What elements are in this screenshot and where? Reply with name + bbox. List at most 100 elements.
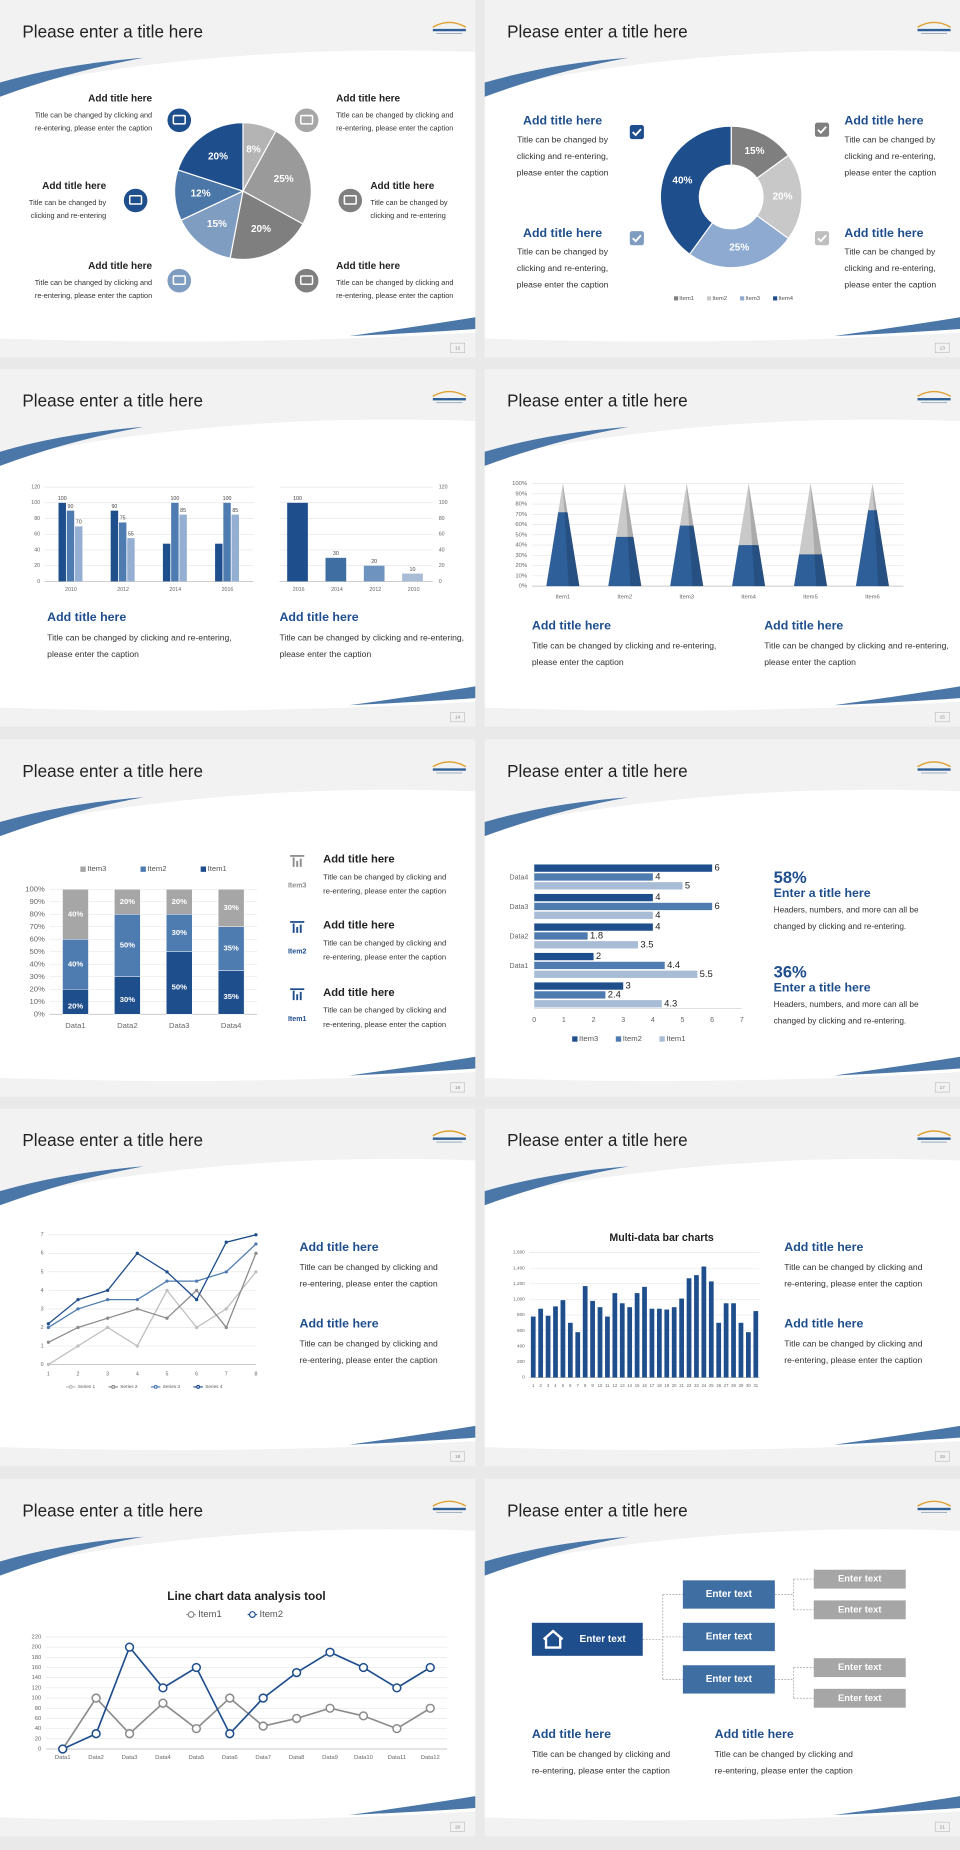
bar: [590, 1300, 595, 1378]
x-tick-label: 30: [746, 1383, 751, 1388]
page-number-box: [450, 342, 465, 353]
x-tick-label: Data3: [122, 1755, 138, 1761]
bar: [538, 1308, 544, 1378]
slide-body: [484, 1158, 960, 1451]
x-tick-label: Item3: [679, 594, 694, 600]
bar-segment: [217, 970, 245, 1015]
point: [194, 1288, 199, 1293]
series-line: [48, 1271, 257, 1366]
bar: [363, 565, 385, 582]
y-tick-label: 4: [41, 1288, 44, 1294]
legend-swatch: [187, 1611, 195, 1618]
y-tick-label: 60%: [515, 522, 528, 528]
x-tick-label: 5: [562, 1383, 565, 1388]
x-tick-label: 22: [687, 1383, 692, 1388]
y-tick-label: 7: [41, 1232, 44, 1238]
x-tick-label: Item6: [865, 594, 880, 600]
block-title: Add title here: [88, 261, 152, 272]
block-title: Add title here: [47, 610, 126, 624]
legend-label: Item3: [87, 864, 106, 873]
bar: [325, 557, 347, 582]
block-title: Add title here: [844, 226, 923, 240]
block-caption: re-entering, please enter the caption: [323, 887, 446, 896]
logo: [921, 33, 948, 34]
point: [224, 1325, 228, 1330]
slide-title: Please enter a title here: [22, 23, 203, 42]
x-tick-label: 4: [651, 1017, 655, 1024]
point: [46, 1322, 51, 1326]
bar-segment: [166, 914, 193, 952]
icon: [290, 855, 305, 857]
y-tick-label: 200: [31, 1645, 42, 1651]
legend-label: Item4: [778, 296, 793, 302]
connector: [642, 1594, 683, 1680]
block-caption: Title can be changed by clicking and: [336, 111, 453, 120]
point: [135, 1298, 139, 1302]
y-tick-label: 80: [34, 516, 40, 522]
root-label: Enter text: [580, 1634, 627, 1645]
page-number-box: [450, 1451, 465, 1462]
bar-segment: [166, 951, 193, 1015]
cone-shade: [627, 536, 642, 587]
y-tick-label: 70%: [29, 922, 45, 931]
bar-label: 30: [333, 551, 339, 557]
bar: [746, 1332, 751, 1378]
segment-label: 35%: [223, 944, 239, 953]
y-tick-label: 90%: [515, 491, 528, 497]
bar: [223, 502, 231, 582]
y-tick-label: 0%: [519, 584, 528, 590]
bar: [649, 1308, 655, 1378]
swoosh: [349, 1056, 476, 1076]
slide-title: Please enter a title here: [507, 762, 688, 781]
point: [135, 1251, 139, 1255]
point: [225, 1693, 235, 1703]
icon: [167, 268, 192, 293]
series-line: [62, 1645, 431, 1750]
point: [76, 1344, 80, 1348]
legend-label: Item2: [623, 1034, 642, 1043]
x-tick-label: 2016: [293, 587, 305, 593]
bar-label: 4.4: [667, 959, 680, 970]
cone-shade: [564, 512, 580, 587]
slide: Please enter a title here 15 Add title her…: [484, 369, 960, 727]
y-tick-label: 400: [517, 1343, 525, 1348]
x-tick-label: 4: [554, 1383, 557, 1388]
slide-body: [0, 1529, 476, 1821]
y-tick-label: 120: [31, 1685, 42, 1691]
bar: [534, 982, 624, 990]
cone-shade: [814, 554, 828, 587]
point: [194, 1279, 199, 1283]
y-tick-label: 90%: [29, 897, 45, 906]
x-tick-label: 5: [165, 1371, 168, 1377]
y-tick-label: 40%: [515, 543, 528, 549]
checkmark: [632, 128, 642, 137]
bar: [534, 961, 665, 970]
block-title: Add title here: [523, 114, 602, 128]
x-tick-label: 24: [702, 1383, 707, 1388]
bar: [215, 543, 223, 582]
legend-swatch: [615, 1036, 622, 1042]
x-tick-label: 6: [569, 1383, 572, 1388]
x-tick-label: 1: [47, 1371, 50, 1377]
block-caption: clicking and re-entering,: [517, 263, 608, 273]
bar: [664, 1309, 670, 1378]
y-tick-label: 5: [41, 1269, 44, 1275]
x-tick-label: 2012: [369, 587, 381, 593]
x-tick-label: 9: [591, 1383, 594, 1388]
branch-label: Enter text: [706, 1632, 753, 1643]
page-number-box: [450, 1082, 465, 1093]
icon: [338, 188, 363, 213]
bar-label: 75: [120, 516, 126, 522]
home-icon: [542, 1629, 564, 1649]
x-tick-label: 27: [724, 1383, 729, 1388]
page-number: 15: [940, 715, 946, 720]
checkmark: [817, 234, 827, 243]
x-tick-label: Data4: [221, 1021, 242, 1030]
block-caption: Title can be changed by clicking and: [715, 1749, 853, 1759]
logo: [432, 390, 467, 397]
cone-shade: [873, 510, 889, 587]
y-tick-label: 60: [34, 532, 40, 538]
x-tick-label: 7: [225, 1371, 228, 1377]
page-number-box: [450, 712, 465, 723]
